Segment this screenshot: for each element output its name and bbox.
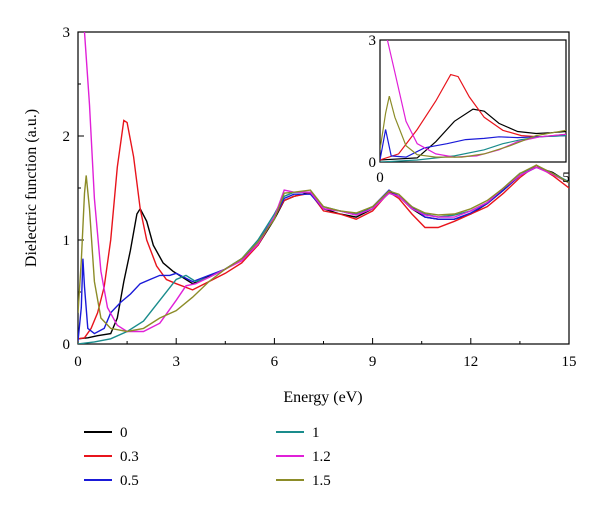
legend-label: 0 (120, 425, 128, 441)
legend-label: 1.2 (312, 449, 331, 465)
main-series-1-5 (78, 164, 569, 333)
main-x-tick-label: 12 (463, 354, 478, 370)
main-x-tick-label: 6 (271, 354, 279, 370)
inset-series-0-5 (380, 129, 566, 161)
inset-x-tick-label: 0 (376, 170, 384, 186)
x-axis-title: Energy (eV) (283, 389, 362, 406)
main-x-tick-label: 3 (172, 354, 180, 370)
legend-label: 1 (312, 425, 320, 441)
legend-label: 1.5 (312, 473, 331, 489)
inset-x-tick-label: 5 (562, 170, 570, 186)
inset-series (380, 40, 566, 162)
main-y-tick-label: 1 (63, 233, 71, 249)
main-y-tick-label: 0 (63, 337, 71, 353)
y-axis-title: Dielectric function (a.u.) (23, 109, 40, 267)
main-x-tick-label: 0 (74, 354, 82, 370)
legend-label: 0.3 (120, 449, 139, 465)
main-x-tick-label: 9 (369, 354, 377, 370)
legend: 0 1 0.3 1.2 0.5 1.5 (84, 425, 331, 489)
legend-label: 0.5 (120, 473, 139, 489)
main-series (78, 32, 569, 344)
inset-series-1-5 (380, 95, 566, 158)
inset-y-tick-label: 0 (369, 155, 377, 171)
main-y-tick-label: 3 (63, 25, 71, 41)
main-x-tick-label: 15 (562, 354, 577, 370)
inset-series-0-3 (380, 73, 566, 161)
inset-chart: 0 5 0 3 (369, 33, 570, 186)
main-y-tick-label: 2 (63, 129, 71, 145)
inset-y-tick-label: 3 (369, 33, 377, 49)
